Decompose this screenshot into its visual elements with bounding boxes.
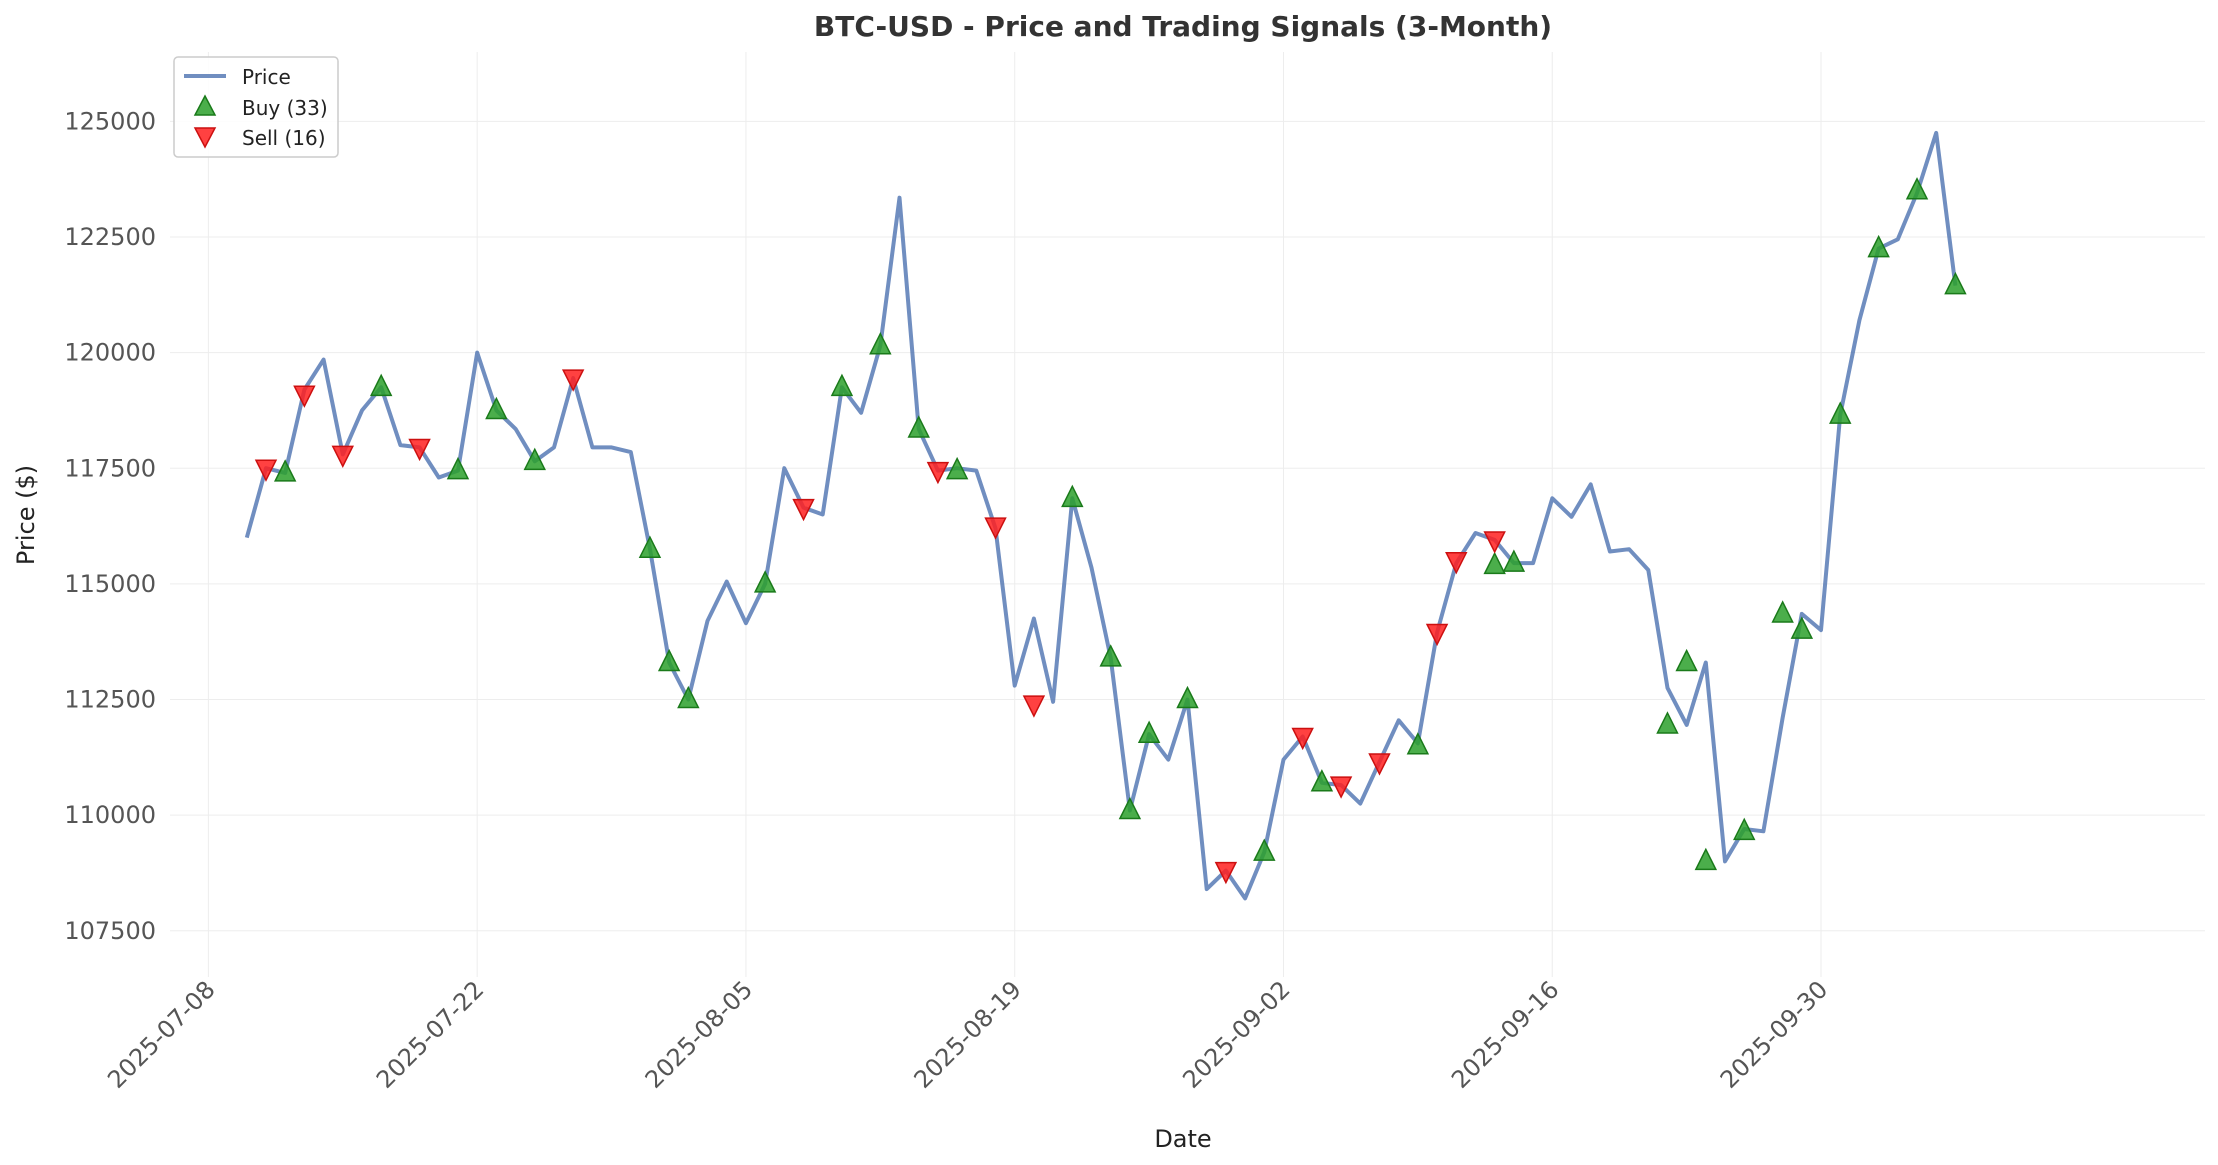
buy-signal-marker xyxy=(446,456,470,480)
price-line xyxy=(244,130,1958,901)
sell-signal-marker xyxy=(293,385,316,408)
sell-signal-marker xyxy=(1022,695,1046,718)
x-axis-label: Date xyxy=(1154,1125,1211,1153)
sell-signal-marker xyxy=(984,517,1007,540)
x-axis: 2025-07-08 2025-07-22 2025-08-05 2025-08-19… xyxy=(102,975,1833,1093)
sell-signal-marker xyxy=(926,461,950,485)
sell-signal-marker xyxy=(408,438,431,462)
buy-signal-marker xyxy=(907,415,930,438)
buy-signal-marker xyxy=(1905,177,1929,200)
legend-sell-label: Sell (16) xyxy=(242,126,326,150)
buy-signal-marker xyxy=(945,456,969,480)
sell-signal-marker xyxy=(1368,753,1391,776)
x-tick-label: 2025-09-30 xyxy=(1715,975,1833,1093)
legend-price-label: Price xyxy=(242,65,291,89)
sell-signal-marker xyxy=(1291,727,1314,751)
buy-signal-marker xyxy=(1406,732,1430,755)
x-tick-label: 2025-07-22 xyxy=(371,975,489,1093)
y-tick-label: 117500 xyxy=(64,454,156,482)
buy-signal-marker xyxy=(1771,600,1794,623)
buy-signal-marker xyxy=(1483,551,1506,575)
buy-signal-marker xyxy=(1656,711,1679,734)
legend-buy-swatch xyxy=(193,94,217,116)
buy-signal-marker xyxy=(1310,769,1334,792)
buy-signal-marker xyxy=(1176,685,1199,709)
buy-signal-marker xyxy=(1790,616,1814,639)
sell-signal-marker xyxy=(1445,552,1468,575)
buy-signal-marker xyxy=(1502,549,1526,572)
x-tick-label: 2025-08-19 xyxy=(909,975,1027,1093)
y-tick-label: 120000 xyxy=(64,339,156,367)
x-tick-label: 2025-09-02 xyxy=(1177,975,1295,1093)
buy-signal-marker xyxy=(1675,648,1698,672)
sell-signal-marker xyxy=(1483,531,1506,554)
buy-signal-marker xyxy=(1733,817,1756,841)
buy-signal-marker xyxy=(485,396,508,420)
plot-area xyxy=(244,130,1967,901)
buy-signal-marker xyxy=(1061,484,1084,508)
buy-signal-marker xyxy=(1137,720,1161,743)
legend-box xyxy=(173,56,339,158)
y-tick-label: 115000 xyxy=(64,570,156,598)
sell-signal-marker xyxy=(1329,776,1353,799)
x-tick-label: 2025-09-16 xyxy=(1446,975,1564,1093)
legend: Price Buy (33) Sell (16) xyxy=(173,56,339,158)
y-tick-label: 122500 xyxy=(64,223,156,251)
buy-signal-marker xyxy=(753,570,777,593)
y-axis-label: Price ($) xyxy=(12,465,40,565)
buy-signal-marker xyxy=(523,447,546,471)
sell-signal-marker xyxy=(792,498,815,522)
buy-signal-marker xyxy=(638,535,662,558)
buy-signal-marker xyxy=(1829,401,1852,424)
buy-signal-marker xyxy=(1253,838,1276,861)
buy-signal-marker xyxy=(1694,847,1718,871)
y-tick-label: 125000 xyxy=(64,107,156,135)
legend-sell-swatch xyxy=(193,127,217,149)
sell-signal-marker xyxy=(1425,623,1449,647)
chart-title: BTC-USD - Price and Trading Signals (3-M… xyxy=(814,10,1552,43)
x-tick-label: 2025-08-05 xyxy=(640,975,758,1093)
buy-signal-marker xyxy=(657,648,681,672)
sell-signal-marker xyxy=(331,445,354,469)
sell-signal-marker xyxy=(561,369,585,392)
buy-signal-marker xyxy=(1867,234,1890,258)
buy-signal-marker xyxy=(1099,644,1122,667)
buy-signal-marker xyxy=(369,373,393,397)
buy-signal-marker xyxy=(273,459,297,482)
y-tick-label: 110000 xyxy=(64,801,156,829)
y-tick-label: 107500 xyxy=(64,917,156,945)
buy-signal-marker xyxy=(1944,271,1967,295)
y-axis: 107500 110000 112500 115000 117500 120000 1225… xyxy=(64,107,156,944)
grid-lines xyxy=(170,52,2205,977)
y-tick-label: 112500 xyxy=(64,686,156,714)
buy-signal-marker xyxy=(869,332,892,355)
buy-signal-marker xyxy=(677,685,700,709)
sell-signal-marker xyxy=(254,459,278,482)
buy-signal-marker xyxy=(1118,796,1142,820)
buy-signal-marker xyxy=(830,373,854,397)
legend-buy-label: Buy (33) xyxy=(242,96,328,120)
sell-signal-marker xyxy=(1214,861,1238,885)
x-tick-label: 2025-07-08 xyxy=(102,975,220,1093)
